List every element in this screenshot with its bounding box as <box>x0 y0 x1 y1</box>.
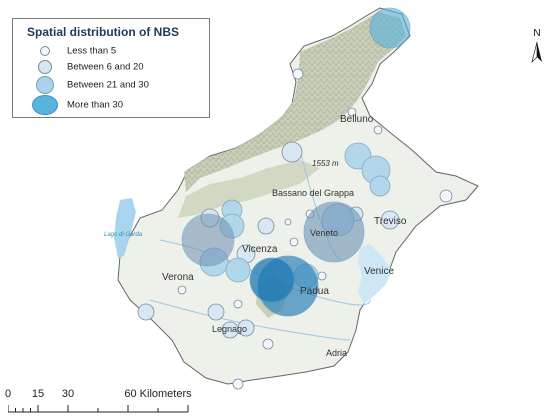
place-label-padua: Padua <box>300 286 329 297</box>
legend-swatch-large <box>36 76 54 94</box>
north-arrow: N <box>528 28 546 64</box>
place-label-peak: 1553 m <box>312 159 339 168</box>
legend-swatch-xlarge <box>32 95 58 115</box>
nbs-points-xlarge <box>181 7 411 317</box>
river <box>149 299 351 341</box>
legend-swatch-small <box>40 46 50 56</box>
nbs-point <box>137 303 155 321</box>
place-label-bassano-text: Bassano del Grappa <box>272 188 354 198</box>
nbs-point <box>232 378 244 390</box>
place-label-legnago: Legnago <box>212 324 247 334</box>
scale-label-15: 15 <box>31 388 45 400</box>
nbs-point <box>292 68 304 80</box>
scale-label-60: 60 Kilometers <box>124 388 192 400</box>
legend-title: Spatial distribution of NBS <box>27 25 179 39</box>
nbs-point <box>284 218 292 226</box>
legend-row-less-than-5: Less than 5 <box>27 41 207 61</box>
scale-label-30: 30 <box>61 388 75 400</box>
legend: Spatial distribution of NBS Less than 5 … <box>12 18 210 118</box>
legend-swatch-medium <box>38 60 52 74</box>
nbs-point <box>249 257 295 303</box>
nbs-point <box>380 210 400 230</box>
place-label-treviso: Treviso <box>374 216 407 227</box>
legend-label: Between 21 and 30 <box>67 79 149 91</box>
nbs-point <box>347 107 357 117</box>
place-label-venice: Venice <box>364 266 394 277</box>
nbs-point <box>369 7 411 49</box>
nbs-point <box>303 201 365 263</box>
place-label-vicenza: Vicenza <box>242 244 278 255</box>
nbs-point <box>369 175 391 197</box>
nbs-point <box>289 237 299 247</box>
nbs-point <box>262 338 274 350</box>
nbs-point <box>233 299 243 309</box>
place-label-belluno: Belluno <box>340 114 374 125</box>
nbs-point <box>317 271 327 281</box>
legend-row-more-than-30: More than 30 <box>27 95 207 115</box>
legend-label: Between 6 and 20 <box>67 61 144 73</box>
nbs-point <box>281 141 303 163</box>
scale-bar-graphic <box>8 405 189 413</box>
place-label-bassano: Bassano del Grappa <box>272 188 354 198</box>
scale-label-0: 0 <box>4 388 12 400</box>
north-arrow-icon <box>531 41 542 63</box>
scale-bar: 0 15 30 60 Kilometers <box>4 384 208 416</box>
nbs-point <box>373 125 383 135</box>
legend-label: More than 30 <box>67 99 123 111</box>
mountain-zone-dolomites <box>184 12 406 192</box>
nbs-point <box>221 321 239 339</box>
legend-label: Less than 5 <box>67 45 117 57</box>
lake-garda <box>114 198 136 258</box>
adriatic-sea <box>340 190 550 420</box>
nbs-point <box>207 303 225 321</box>
nbs-point <box>225 257 251 283</box>
legend-row-21-to-30: Between 21 and 30 <box>27 75 207 95</box>
place-label-adria: Adria <box>326 348 347 358</box>
place-label-verona: Verona <box>162 272 194 283</box>
nbs-point <box>439 189 453 203</box>
venice-lagoon <box>358 244 392 304</box>
north-letter: N <box>533 28 541 39</box>
nbs-point <box>181 213 235 267</box>
legend-row-6-to-20: Between 6 and 20 <box>27 57 207 77</box>
place-label-lake: Lago di Garda <box>104 232 143 238</box>
nbs-point <box>177 285 187 295</box>
mountain-zone-prealps <box>178 160 320 218</box>
nbs-point <box>257 217 275 235</box>
place-label-veneto: Veneto <box>310 228 338 238</box>
